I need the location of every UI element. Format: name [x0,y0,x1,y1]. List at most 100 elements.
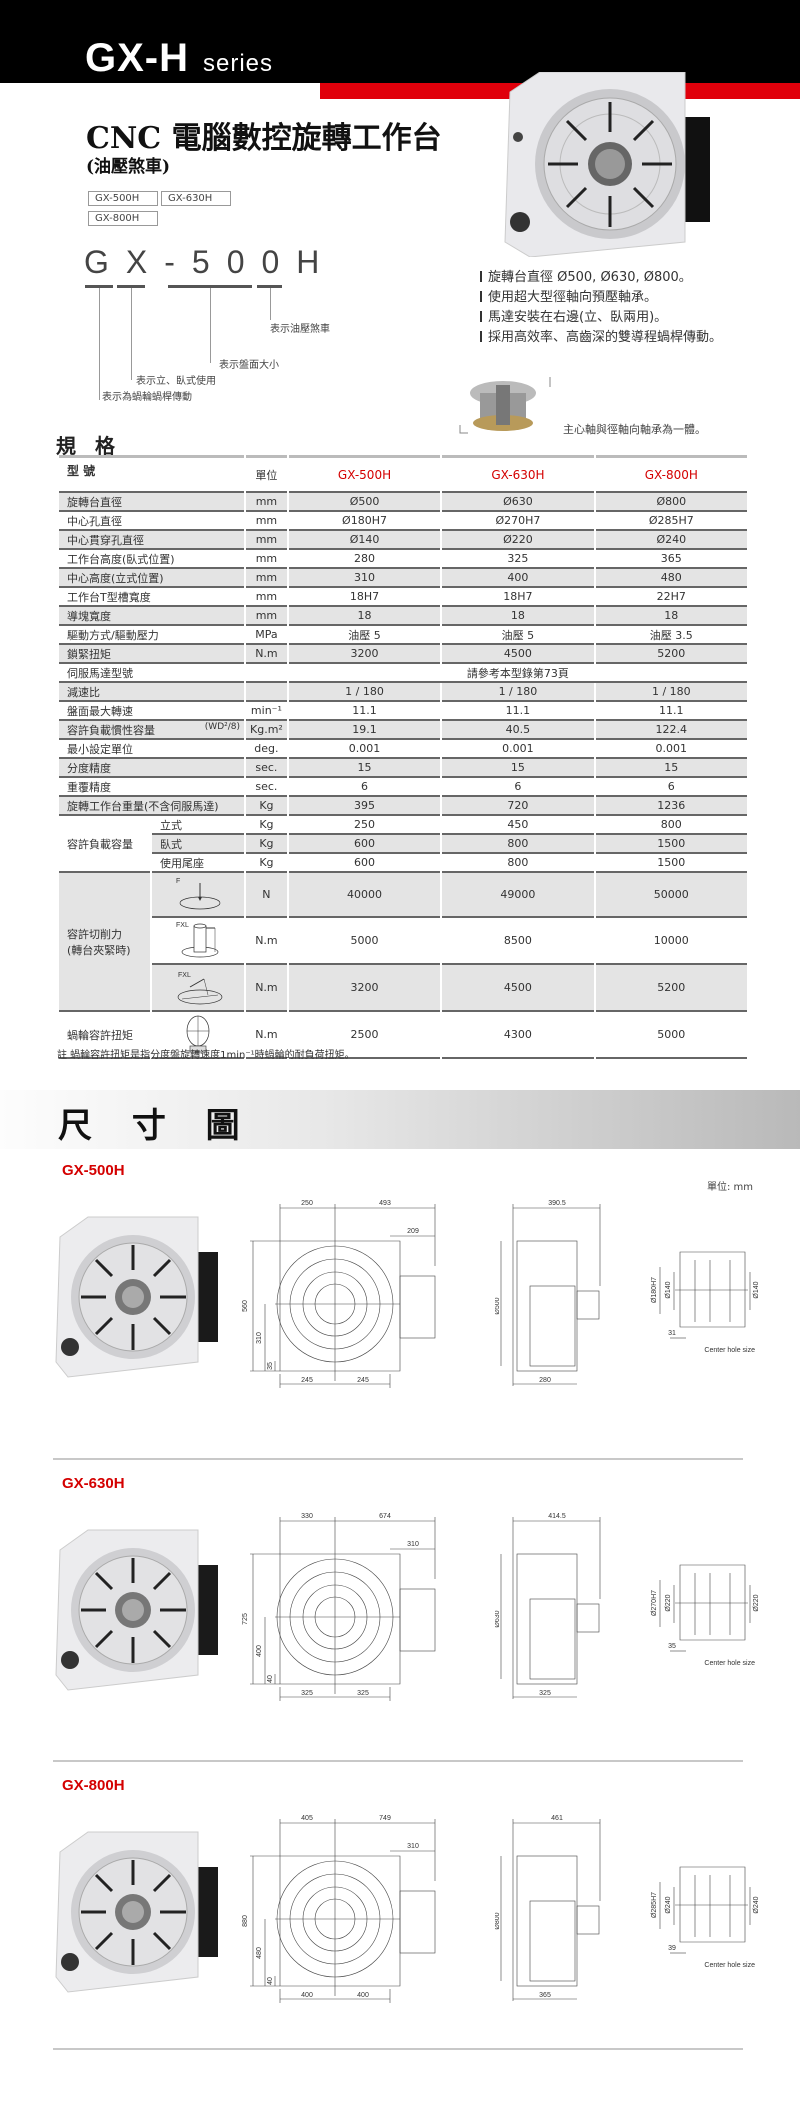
page-title: CNC 電腦數控旋轉工作台 [86,121,442,156]
spec-label: 容許負載慣性容量 (WD²/8) [59,721,244,740]
spec-value: 5200 [595,965,747,1012]
dimension-value: 390.5 [548,1200,566,1207]
spec-value: 18 [288,607,441,626]
spec-label-text: 伺服馬達型號 [67,666,133,680]
spec-value: 6 [288,778,441,797]
model-photo [55,1216,218,1378]
spec-value: 310 [288,569,441,588]
dimension-value: Ø285H7 [651,1892,658,1918]
spec-row: 工作台T型槽寬度 mm 18H7 18H7 22H7 [59,588,747,607]
dimension-value: 674 [379,1513,391,1520]
spec-value: 油壓 3.5 [595,626,747,645]
spec-value: 6 [442,778,594,797]
spec-value: 0.001 [595,740,747,759]
spec-value: Ø220 [442,531,594,550]
spec-value: 4500 [442,645,594,664]
icon-label-text: FXL [176,922,189,929]
spec-label-text: 中心高度(立式位置) [67,571,164,585]
spec-unit: mm [246,607,287,626]
spec-row: 旋轉台直徑 mm Ø500 Ø630 Ø800 [59,493,747,512]
spec-label-text: 中心孔直徑 [67,514,122,528]
dimension-value: 560 [242,1300,249,1312]
spec-unit: Kg [246,816,287,835]
spec-row: 驅動方式/驅動壓力 MPa 油壓 5 油壓 5 油壓 3.5 [59,626,747,645]
spec-value: 395 [288,797,441,816]
spec-value: 600 [288,854,441,873]
worm-icon [152,1012,244,1059]
dimension-heading: 尺 寸 圖 [58,1106,254,1146]
icon-label-text: FXL [178,972,191,979]
spec-value: 250 [288,816,441,835]
spec-value: 22H7 [595,588,747,607]
dimension-model-label: GX-630H [62,1475,125,1492]
header-bar [0,0,800,83]
dimension-value: 493 [379,1200,391,1207]
spec-value: 18H7 [442,588,594,607]
spec-value: 365 [595,550,747,569]
spec-unit: Kg.m² [246,721,287,740]
spec-row: 盤面最大轉速 min⁻¹ 11.1 11.1 11.1 [59,702,747,721]
spec-value: 122.4 [595,721,747,740]
col-gx630h: GX-630H [442,455,594,493]
spec-label-text: 旋轉台直徑 [67,495,122,509]
spec-row: 中心孔直徑 mm Ø180H7 Ø270H7 Ø285H7 [59,512,747,531]
dimension-value: 39 [668,1945,676,1952]
spec-value: 11.1 [595,702,747,721]
spec-unit: mm [246,512,287,531]
spec-value: 0.001 [288,740,441,759]
dimension-value: 330 [301,1513,313,1520]
spec-row-load: 容許負載容量 立式 Kg 250 450 800 [59,816,747,873]
side-view-drawing: 414.5 Ø630 325 [495,1513,601,1699]
section-divider [53,1458,743,1460]
spec-label: 旋轉工作台重量(不含伺服馬達) [59,797,244,816]
dimension-value: 245 [357,1377,369,1384]
spec-value: 1 / 180 [288,683,441,702]
spec-value: 11.1 [288,702,441,721]
dimension-value: 35 [267,1362,274,1370]
spec-value: 50000 [595,873,747,918]
spec-value: Ø270H7 [442,512,594,531]
spec-value: Ø140 [288,531,441,550]
feature-item: 馬達安裝在右邊(立、臥兩用)。 [480,306,667,325]
col-unit: 單位 [246,455,287,493]
spec-label: 驅動方式/驅動壓力 [59,626,244,645]
spec-value: 3200 [288,965,441,1012]
spec-label: 盤面最大轉速 [59,702,244,721]
center-hole-caption: Center hole size [704,1660,755,1667]
spec-value: 40.5 [442,721,594,740]
spec-value: Ø500 [288,493,441,512]
spec-value: 325 [442,550,594,569]
code-label-size: 表示盤面大小 [219,360,279,371]
spec-unit: N.m [246,1012,287,1059]
spec-row-cutting: 容許切削力 (轉台夾緊時) FFN400004900050000 [59,873,747,1012]
spec-value: Ø180H7 [288,512,441,531]
bearing-photo [459,377,551,434]
spec-unit: Kg [246,835,287,854]
spec-unit: N.m [246,965,287,1012]
dimension-value: 280 [539,1377,551,1384]
center-hole-drawing: Ø285H7 Ø240 Ø240 39 Center hole size [651,1866,760,1969]
spec-label: 旋轉台直徑 [59,493,244,512]
dimension-value: 35 [668,1643,676,1650]
spec-value: 油壓 5 [442,626,594,645]
dimension-value: 40 [267,1675,274,1683]
col-gx500h: GX-500H [288,455,441,493]
spec-row-load: 使用尾座 Kg 600 800 1500 [59,854,747,873]
spec-row: 導塊寬度 mm 18 18 18 [59,607,747,626]
series-title: GX-H series [85,36,273,81]
code-bar [85,285,113,288]
center-hole-drawing: Ø270H7 Ø220 Ø220 35 Center hole size [651,1564,760,1667]
dimension-value: 310 [256,1332,263,1344]
model-tag-630: GX-630H [161,191,231,206]
spec-value: 600 [288,835,441,854]
code-label-orientation: 表示立、臥式使用 [136,376,216,387]
spec-unit: deg. [246,740,287,759]
spec-value: 450 [442,816,594,835]
spec-label: 分度精度 [59,759,244,778]
side-view-drawing: 461 Ø800 365 [495,1815,601,2001]
front-view-drawing: 330 674 310 725 400 40 325 325 [242,1513,436,1701]
spec-label: 減速比 [59,683,244,702]
series-sub: series [203,50,274,77]
dimension-value: Ø220 [665,1594,672,1611]
